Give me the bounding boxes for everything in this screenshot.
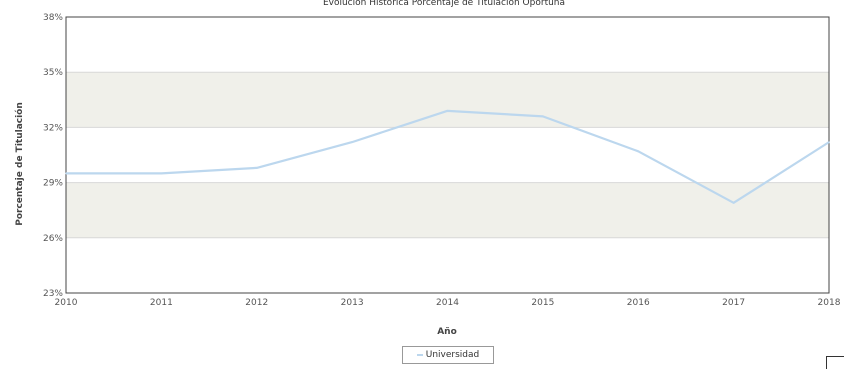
data-point [255,167,258,169]
data-point [65,172,67,175]
x-tick-label: 2013 [341,298,364,308]
y-tick-label: 38% [43,13,63,23]
x-tick-label: 2010 [55,298,78,308]
data-point [446,110,449,112]
x-tick-label: 2015 [531,298,554,308]
x-tick-label: 2016 [627,298,650,308]
y-tick-label: 29% [43,179,63,189]
x-tick-label: 2014 [436,298,459,308]
legend-swatch [416,354,423,356]
plot-frame [65,16,830,294]
y-axis-title: Porcentaje de Titulación [14,102,25,226]
data-point [542,115,544,118]
plot-band [66,72,829,128]
x-axis-title: Año [437,327,457,337]
data-point [160,172,163,175]
x-tick-label: 2018 [818,298,841,308]
legend[interactable]: Universidad [402,346,494,364]
legend-label: Universidad [425,350,480,360]
corner-mark [826,356,844,369]
x-tick-label: 2017 [722,298,745,308]
data-point [637,150,640,153]
y-tick-label: 26% [43,234,63,244]
plot-band [66,182,829,238]
data-point [351,141,353,143]
data-point [828,141,830,143]
y-tick-label: 32% [43,123,63,133]
y-tick-label: 23% [43,289,63,299]
data-point [732,202,735,204]
x-tick-label: 2012 [245,298,268,308]
y-tick-label: 35% [43,68,63,78]
grid-lines [66,16,829,294]
x-tick-label: 2011 [150,298,173,308]
y-axis-ticks: 23% 26% 29% 32% 35% 38% [43,13,63,299]
chart-title: Evolución Histórica Porcentaje de Titula… [323,0,565,8]
plot-bands [66,72,829,238]
x-axis-ticks: 2010 2011 2012 2013 2014 2015 2016 2017 2018 [55,298,841,308]
series-layer [65,109,830,204]
